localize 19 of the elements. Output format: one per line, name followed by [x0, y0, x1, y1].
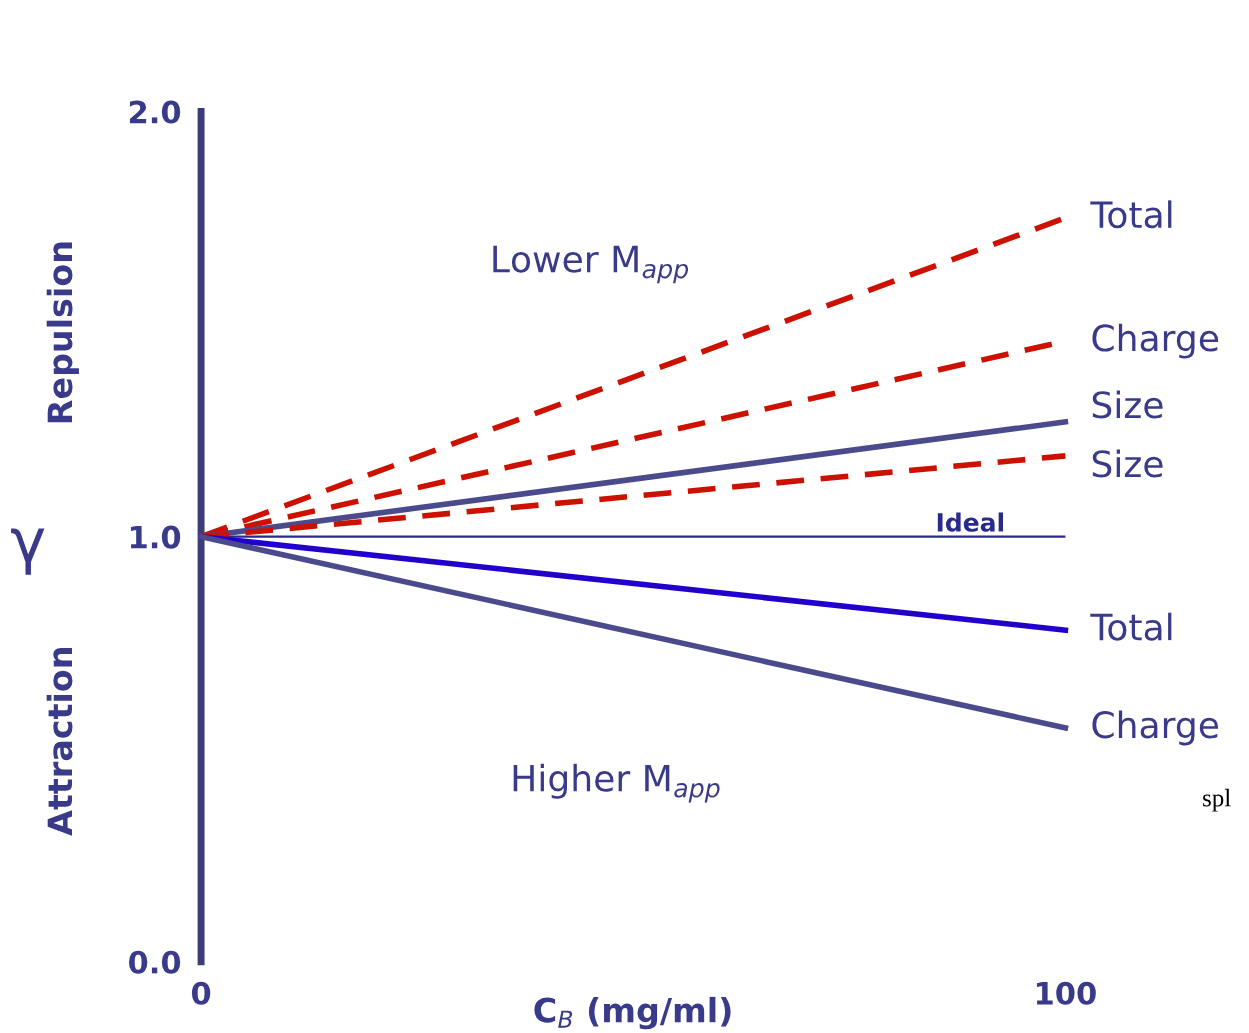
y-tick-label: 1.0 [130, 525, 181, 549]
x-tick-label: 100 [1036, 981, 1096, 1005]
text: Repulsion [46, 242, 79, 423]
ref-line-label: Ideal [937, 512, 1004, 532]
text: spl [1203, 788, 1231, 812]
series-label: Total [1090, 612, 1172, 641]
y-axis-title: γ [11, 528, 45, 575]
series-label: Size [1092, 390, 1163, 419]
series-label: Total [1090, 200, 1172, 229]
x-axis-title: C$_{B}$ (mg/ml) [534, 996, 731, 1030]
annotation: Higher M$_{app}$ [513, 763, 720, 803]
y-tick-label: 0.0 [128, 950, 181, 974]
series-label: Size [1092, 449, 1163, 478]
series-label: Charge [1092, 710, 1219, 746]
series-label: Charge [1092, 323, 1219, 359]
text: Attraction [46, 648, 73, 836]
y-tick-label: 2.0 [129, 100, 181, 124]
x-tick-label: 0 [191, 981, 211, 1005]
annotation: Lower M$_{app}$ [493, 245, 689, 284]
